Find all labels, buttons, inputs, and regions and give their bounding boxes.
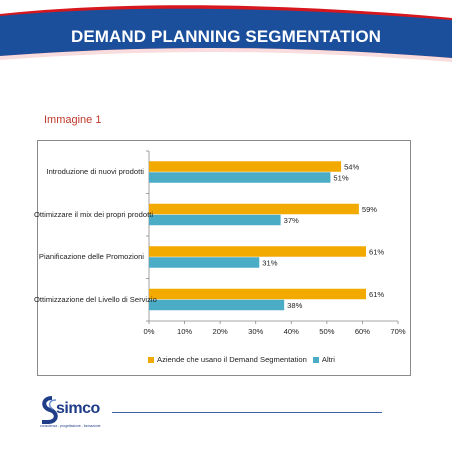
logo-wordmark: simco xyxy=(56,400,100,417)
x-tick-label: 20% xyxy=(213,327,228,336)
legend-label-series-2: Altri xyxy=(321,355,335,364)
category-label-2: Ottimizzare il mix dei propri prodotti xyxy=(34,209,154,219)
x-tick-label: 40% xyxy=(284,327,299,336)
x-tick-label: 60% xyxy=(355,327,370,336)
bar-chart: 0% 10% 20% 30% 40% 50% 60% 70% 54% 51% 59% 37% 61% 31… xyxy=(34,140,411,376)
bar-1-2 xyxy=(149,203,359,215)
category-label-1: Introduzione di nuovi prodotti xyxy=(46,167,144,177)
legend-swatch-series-1 xyxy=(148,356,154,363)
chart-legend: Aziende che usano il Demand Segmentation… xyxy=(148,355,335,364)
legend-item-series-1: Aziende che usano il Demand Segmentation xyxy=(148,355,307,364)
bar-2-2 xyxy=(149,214,281,226)
data-label-1-3: 61% xyxy=(369,247,384,256)
x-tick-label: 10% xyxy=(177,327,192,336)
bar-1-4 xyxy=(149,288,366,300)
category-label-3: Pianificazione delle Promozioni xyxy=(38,252,144,262)
data-label-2-2: 37% xyxy=(284,216,299,225)
logo-tagline: consulenza - progettazione - formazione xyxy=(40,424,101,428)
x-tick-label: 30% xyxy=(248,327,263,336)
x-tick-label: 70% xyxy=(390,327,405,336)
data-label-2-1: 51% xyxy=(333,173,348,182)
x-tick-label: 0% xyxy=(144,327,155,336)
chart-canvas: 0% 10% 20% 30% 40% 50% 60% 70% 54% 51% 59% 37% 61% 31… xyxy=(144,150,406,336)
data-label-2-3: 31% xyxy=(262,258,277,267)
page-title: DEMAND PLANNING SEGMENTATION xyxy=(70,27,382,46)
simco-logo xyxy=(42,396,58,424)
bar-2-3 xyxy=(149,257,260,268)
legend-label-series-1: Aziende che usano il Demand Segmentation xyxy=(157,355,307,364)
bar-1-3 xyxy=(149,246,366,257)
category-label-4: Ottimizzazione del Livello di Servizio xyxy=(34,294,157,304)
bar-2-1 xyxy=(149,172,331,183)
data-label-1-2: 59% xyxy=(362,205,377,214)
legend-swatch-series-2 xyxy=(312,356,319,363)
footer-divider xyxy=(112,412,382,413)
x-tick-label: 50% xyxy=(319,327,334,336)
data-label-1-1: 54% xyxy=(344,162,359,171)
header-banner xyxy=(0,5,452,64)
data-label-2-4: 38% xyxy=(287,301,302,310)
figure-caption: Immagine 1 xyxy=(44,114,102,126)
bar-2-4 xyxy=(149,299,285,311)
bar-1-1 xyxy=(149,161,342,172)
data-label-1-4: 61% xyxy=(369,290,384,299)
legend-item-series-2: Altri xyxy=(312,355,335,364)
